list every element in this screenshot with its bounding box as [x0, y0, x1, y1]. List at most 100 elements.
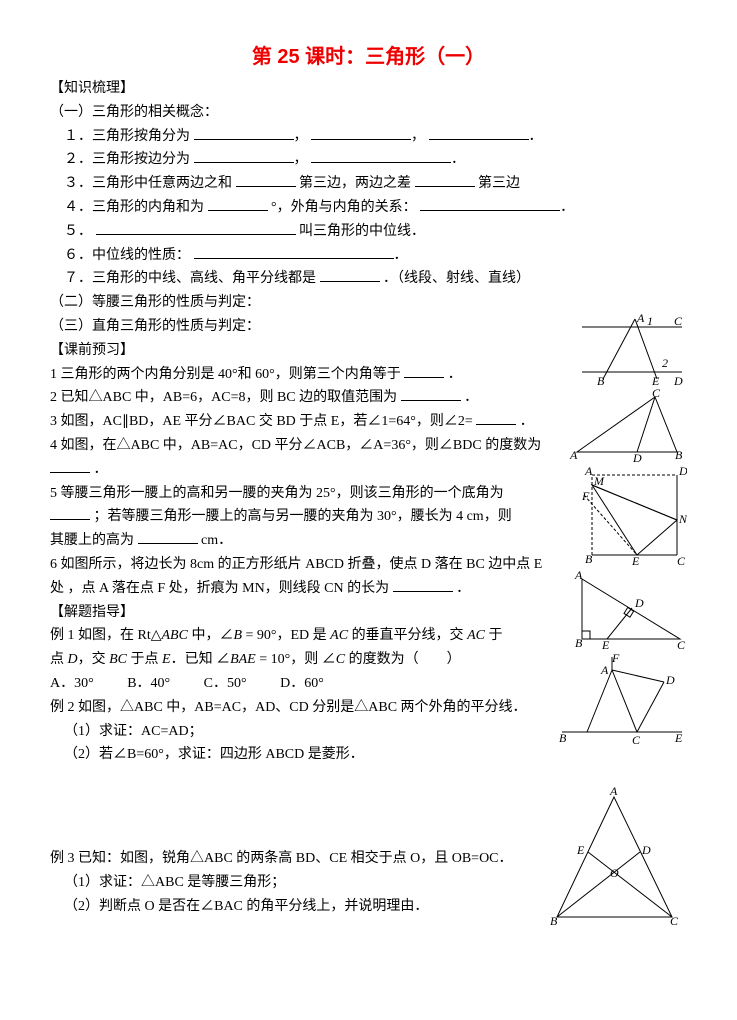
e1a: 例 1 如图，在 Rt△	[50, 628, 162, 643]
e1AC: AC	[330, 628, 348, 643]
svg-text:1: 1	[647, 314, 653, 328]
p4a: 4 如图，在△ABC 中，AB=AC，CD 平分∠ACB，∠A=36°，则∠BD…	[50, 438, 541, 453]
p5d: cm．	[201, 533, 232, 548]
svg-text:C: C	[652, 387, 661, 400]
e1j: = 10°，则 ∠	[256, 652, 336, 667]
e1ABC: ABC	[162, 628, 188, 643]
q1-5a: ５．	[64, 224, 92, 239]
e1E: E	[162, 652, 171, 667]
line-1-5: ５． 叫三角形的中位线．	[50, 220, 687, 244]
e1h: 于点	[127, 652, 162, 667]
blank[interactable]	[50, 458, 90, 473]
svg-text:A: A	[636, 311, 645, 325]
blank[interactable]	[476, 410, 516, 425]
svg-text:C: C	[677, 638, 686, 649]
svg-text:B: B	[550, 914, 558, 927]
svg-text:B: B	[597, 374, 605, 387]
blank[interactable]	[415, 172, 475, 187]
svg-text:A: A	[609, 787, 618, 798]
q1-3c: 第三边	[478, 176, 520, 191]
p3-text: 3 如图，AC∥BD，AE 平分∠BAC 交 BD 于点 E，若∠1=64°，则…	[50, 414, 473, 429]
svg-text:E: E	[631, 554, 640, 565]
line-1-7: ７．三角形的中线、高线、角平分线都是 ．（线段、射线、直线）	[50, 267, 687, 291]
p5a: 5 等腰三角形一腰上的高和另一腰的夹角为 25°，则该三角形的一个底角为	[50, 486, 504, 501]
figure-4: A B E D C	[572, 569, 687, 649]
blank[interactable]	[194, 244, 394, 259]
e1b: 中，∠	[188, 628, 234, 643]
p3e: ．	[520, 414, 534, 429]
svg-text:F: F	[582, 489, 590, 503]
p1e: ．	[448, 367, 462, 382]
blank[interactable]	[420, 196, 560, 211]
svg-text:E: E	[651, 374, 660, 387]
p1-text: 1 三角形的两个内角分别是 40°和 60°，则第三个内角等于	[50, 367, 401, 382]
p6e: ．	[456, 581, 470, 596]
blank[interactable]	[429, 125, 529, 140]
line-1-3: ３．三角形中任意两边之和 第三边，两边之差 第三边	[50, 172, 687, 196]
section-1: 【知识梳理】	[50, 77, 687, 101]
svg-text:E: E	[601, 638, 610, 649]
q1-1-text: １．三角形按角分为	[64, 129, 190, 144]
svg-text:A: A	[600, 663, 609, 677]
svg-text:N: N	[678, 512, 687, 526]
svg-text:A: A	[584, 465, 593, 478]
page-title: 第 25 课时：三角形（一）	[50, 40, 687, 69]
blank[interactable]	[401, 386, 461, 401]
q1-3b: 第三边，两边之差	[299, 176, 411, 191]
option-c[interactable]: C．50°	[204, 672, 247, 696]
svg-text:D: D	[665, 673, 675, 687]
e1i: ．已知 ∠	[171, 652, 231, 667]
svg-text:M: M	[593, 474, 605, 488]
blank[interactable]	[194, 148, 294, 163]
svg-text:C: C	[674, 314, 683, 328]
blank[interactable]	[138, 529, 198, 544]
option-a[interactable]: A．30°	[50, 672, 94, 696]
p5b: ；若等腰三角形一腰上的高与另一腰的夹角为 30°，腰长为 4 cm，则	[94, 509, 512, 524]
figure-1: A 1 C 2 B E D	[577, 307, 687, 387]
blank[interactable]	[311, 125, 411, 140]
e1c: = 90°，ED 是	[242, 628, 330, 643]
blank[interactable]	[393, 577, 453, 592]
p2-text: 2 已知△ABC 中，AB=6，AC=8，则 BC 边的取值范围为	[50, 390, 397, 405]
figure-5: F A D B C E	[557, 652, 687, 747]
svg-text:C: C	[632, 733, 641, 747]
line-1-6: ６．中位线的性质： ．	[50, 244, 687, 268]
svg-text:B: B	[559, 731, 567, 745]
svg-text:B: B	[585, 552, 593, 565]
blank[interactable]	[311, 148, 451, 163]
figure-2: A D B C	[567, 387, 687, 462]
e1g: ，交	[78, 652, 110, 667]
q1-5b: 叫三角形的中位线．	[299, 224, 425, 239]
p6b: 处 ，点 A 落在点 F 处，折痕为 MN，则线段 CN 的长为	[50, 581, 389, 596]
blank[interactable]	[194, 125, 294, 140]
e1d: 的垂直平分线，交	[348, 628, 467, 643]
blank[interactable]	[50, 505, 90, 520]
p2e: ．	[464, 390, 478, 405]
q1-6: ６．中位线的性质：	[64, 248, 190, 263]
line-1-1: １．三角形按角分为 ， ， ．	[50, 125, 687, 149]
svg-text:B: B	[575, 636, 583, 649]
blank[interactable]	[320, 267, 380, 282]
blank[interactable]	[96, 220, 296, 235]
q1-7a: ７．三角形的中线、高线、角平分线都是	[64, 271, 316, 286]
blank[interactable]	[236, 172, 296, 187]
option-b[interactable]: B．40°	[127, 672, 170, 696]
e1e: 于	[485, 628, 503, 643]
svg-text:D: D	[632, 451, 642, 462]
q1-4a: ４．三角形的内角和为	[64, 200, 204, 215]
svg-text:F: F	[611, 652, 620, 665]
e1f: 点	[50, 652, 68, 667]
option-d[interactable]: D．60°	[280, 672, 324, 696]
figure-3: A M F D N B E C	[582, 465, 687, 565]
svg-text:C: C	[677, 554, 686, 565]
blank[interactable]	[404, 363, 444, 378]
svg-text:E: E	[576, 843, 585, 857]
blank[interactable]	[208, 196, 268, 211]
svg-text:D: D	[673, 374, 683, 387]
q1-2-text: ２．三角形按边分为	[64, 152, 190, 167]
p5c: 其腰上的高为	[50, 533, 134, 548]
svg-text:A: A	[574, 569, 583, 582]
e1C: C	[336, 652, 345, 667]
q1-7b: ．（线段、射线、直线）	[383, 271, 530, 286]
p4b: ．	[94, 462, 108, 477]
